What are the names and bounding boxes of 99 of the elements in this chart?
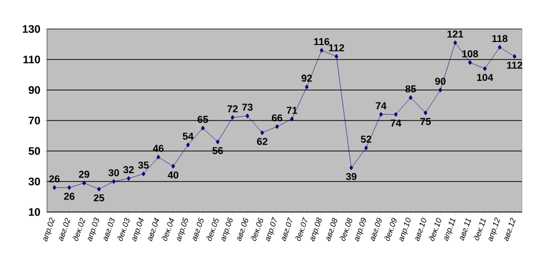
point [216,139,220,144]
x-tick-label: авг.07 [282,217,292,242]
x-tick-label: апр.11 [444,218,456,241]
data-label: 32 [123,166,134,174]
point [201,126,205,131]
x-tick-label: авг.10 [415,218,426,242]
data-label: 104 [477,74,494,81]
data-label: 62 [257,138,268,145]
data-label: 71 [286,106,298,114]
x-tick-label: дек.11 [474,218,486,240]
y-tick-label: 110 [23,56,40,64]
x-tick-label: авг.09 [370,218,382,242]
point [171,164,176,169]
point [453,40,458,46]
point [186,142,190,148]
data-label: 74 [376,102,386,110]
data-label: 108 [462,50,478,58]
data-label: 116 [314,38,330,46]
point [142,171,146,176]
point [349,165,354,170]
x-tick-label: авг.02 [59,218,70,242]
data-label: 35 [138,162,149,169]
x-tick-label: дек.02 [72,218,86,241]
data-label: 118 [492,35,508,42]
data-label: 90 [435,78,446,85]
data-label: 112 [329,44,344,52]
point [408,95,413,100]
x-tick-label: авг.03 [104,218,115,242]
y-tick-label: 10 [28,208,40,216]
point [320,48,324,53]
x-tick-label: апр.12 [488,218,500,242]
point [498,44,502,50]
point [304,84,309,90]
x-tick-label: апр.02 [43,218,55,242]
x-tick-label: авг.05 [192,217,204,242]
point [334,54,338,59]
point [156,154,160,160]
point [394,112,398,117]
data-label: 30 [108,169,119,176]
point [230,115,234,120]
x-tick-label: авг.08 [326,218,338,242]
data-label: 74 [390,120,402,126]
data-label: 29 [78,170,90,178]
x-tick-label: дек.09 [384,218,397,241]
point [52,185,56,190]
x-tick-label: дек.07 [295,217,308,241]
x-tick-label: авг.06 [237,218,248,242]
data-label: 121 [447,30,464,38]
point [275,124,279,129]
x-tick-label: авг.12 [504,218,516,242]
point [260,130,264,136]
point [112,179,116,184]
x-tick-label: дек.04 [162,218,174,241]
x-tick-label: авг.11 [460,218,472,240]
point [290,116,294,122]
y-tick-label: 50 [28,147,40,155]
data-label: 66 [272,114,282,122]
x-tick-label: дек.10 [428,218,442,241]
data-label: 72 [227,105,238,112]
point [438,88,442,92]
x-tick-label: апр.04 [132,217,144,242]
point [97,186,101,192]
data-label: 112 [507,62,522,69]
point [82,180,86,186]
x-tick-label: апр.08 [310,217,322,242]
point [512,54,516,59]
x-tick-label: апр.03 [88,218,100,242]
data-label: 26 [49,175,60,182]
y-tick-label: 90 [28,86,40,94]
x-tick-label: апр.05 [177,217,188,242]
point [468,60,472,65]
x-tick-label: апр.06 [222,217,233,242]
x-tick-label: апр.09 [355,218,366,242]
data-label: 73 [242,104,253,111]
data-label: 40 [168,171,178,179]
x-tick-label: дек.08 [340,218,352,241]
x-tick-label: дек.06 [250,218,264,241]
data-label: 46 [152,144,164,152]
point [379,112,383,117]
data-label: 92 [302,74,312,82]
y-tick-label: 70 [28,116,40,124]
point [364,146,368,150]
data-label: 39 [346,172,356,180]
point [246,114,250,118]
data-label: 52 [360,136,372,143]
point [126,176,130,181]
x-tick-label: дек.03 [117,218,130,241]
x-tick-label: дек.05 [206,217,219,241]
point [424,110,428,116]
point [483,66,487,72]
data-label: 26 [64,192,74,200]
y-tick-label: 130 [22,25,40,33]
x-tick-label: авг.04 [148,218,160,242]
y-tick-label: 30 [28,178,40,186]
point [67,185,72,190]
data-label: 25 [94,194,104,202]
data-label: 54 [182,132,194,140]
x-tick-label: апр.10 [400,218,411,242]
x-tick-label: апр.07 [266,216,277,242]
